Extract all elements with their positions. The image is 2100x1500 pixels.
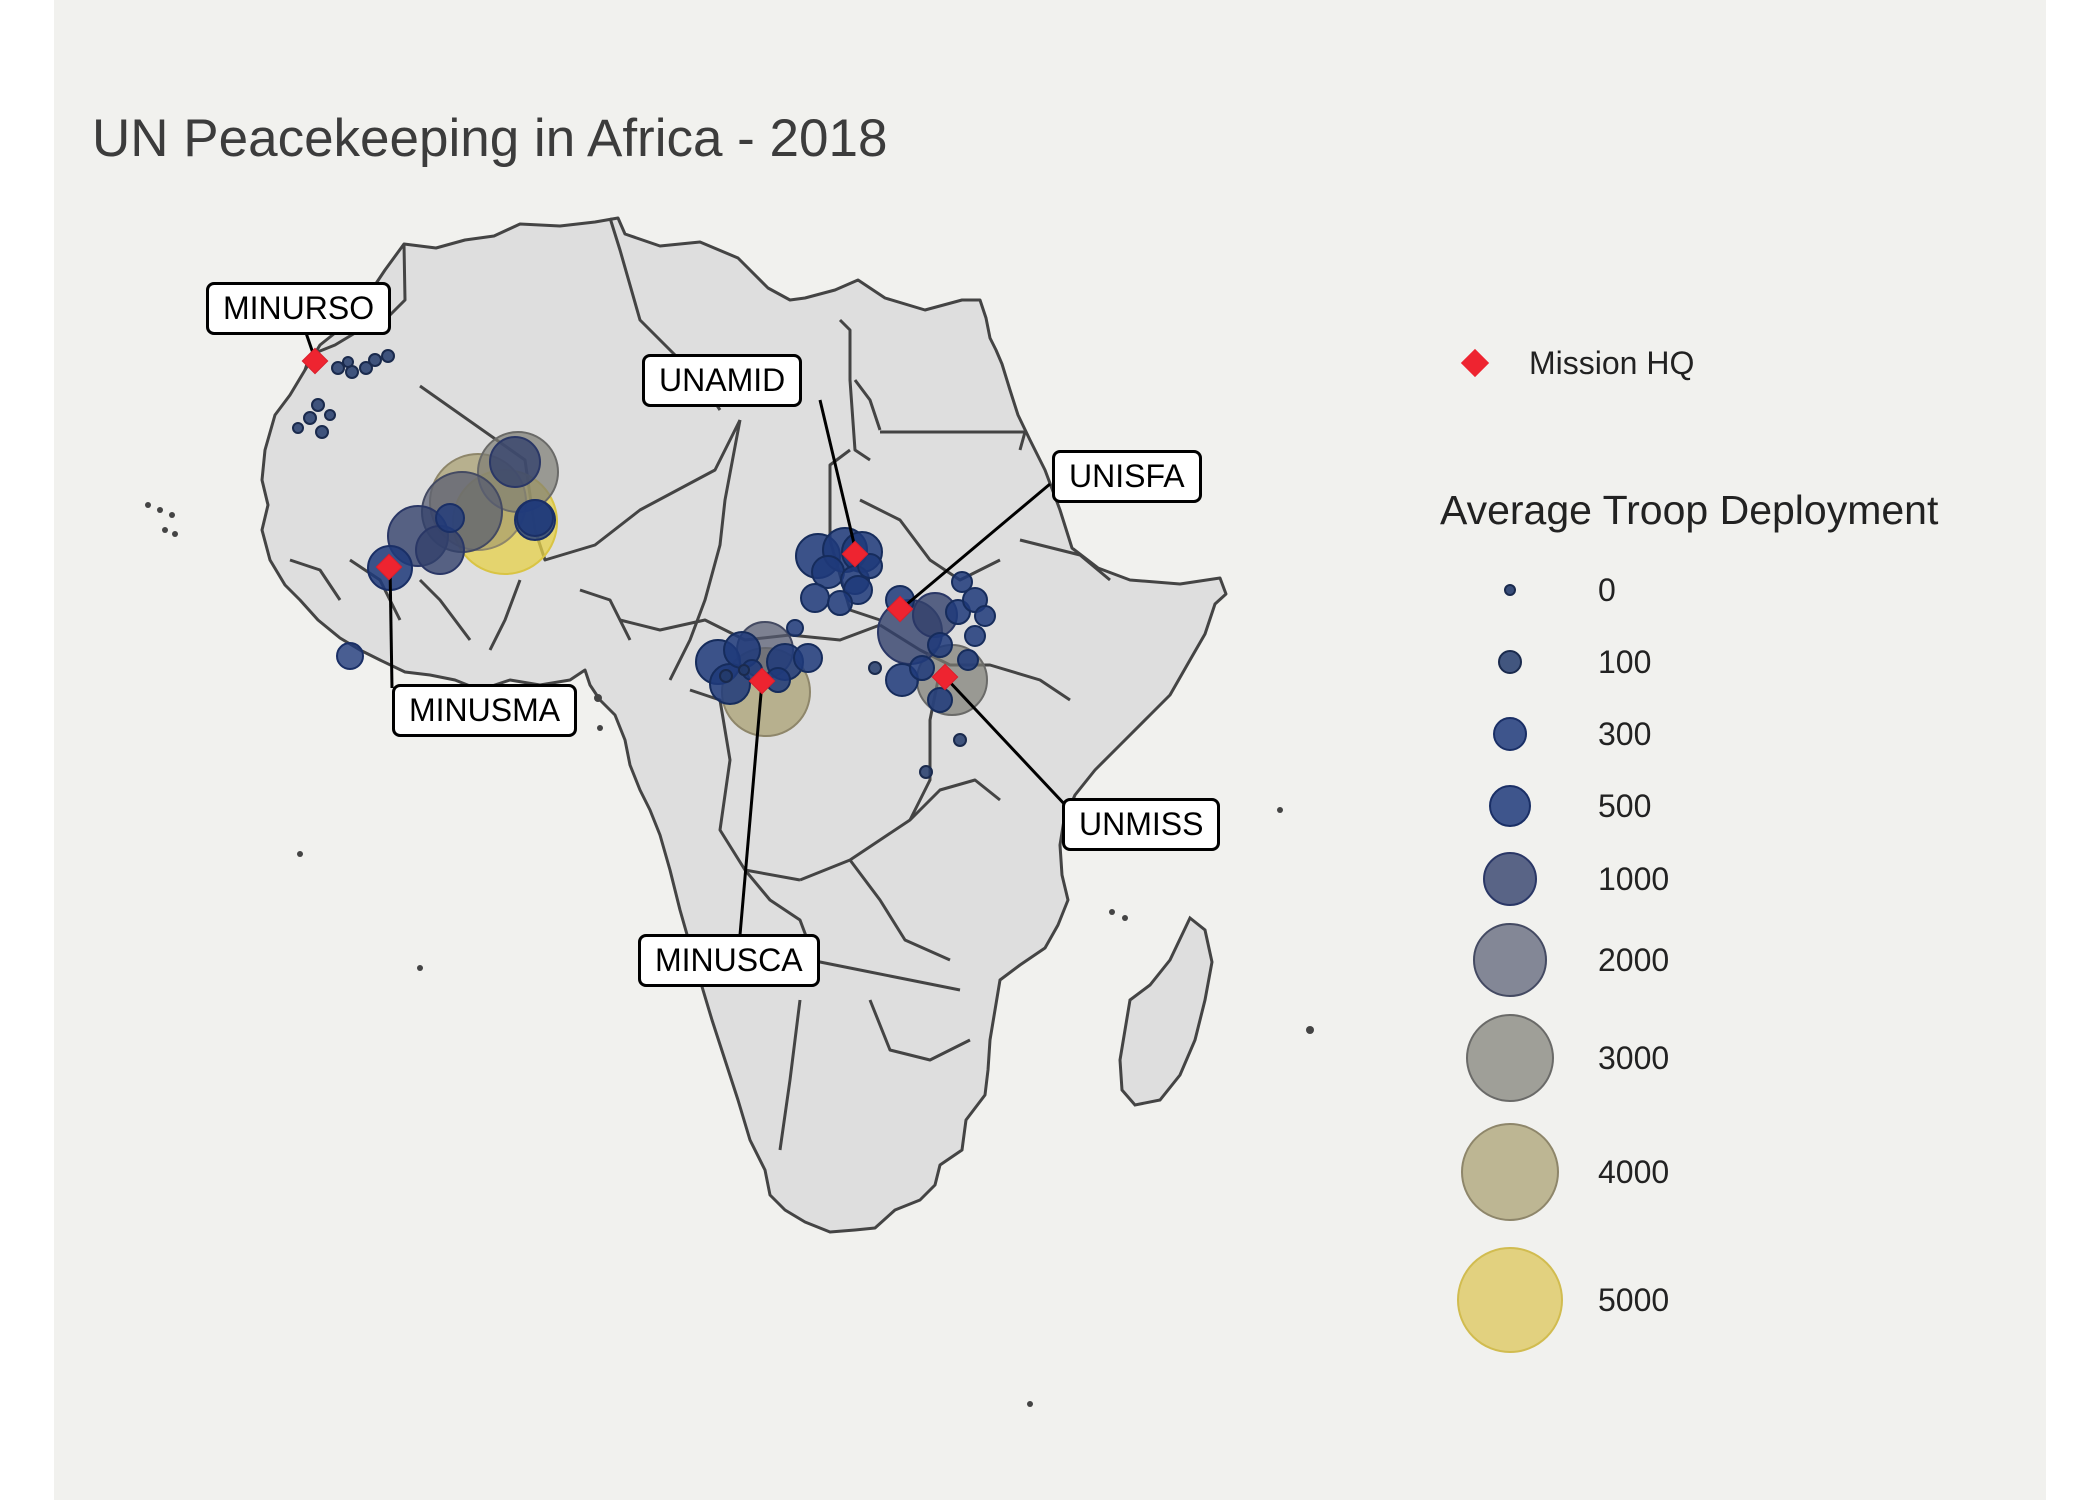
deployment-bubble <box>868 661 882 675</box>
deployment-bubble <box>368 353 382 367</box>
legend-label-5000: 5000 <box>1598 1282 1670 1318</box>
deployment-bubble <box>303 411 317 425</box>
deployment-bubble <box>336 642 364 670</box>
deployment-bubbles <box>292 349 996 779</box>
deployment-bubble <box>292 422 304 434</box>
legend-size-symbols <box>1457 584 1563 1353</box>
map-title: UN Peacekeeping in Africa - 2018 <box>92 109 888 168</box>
legend-hq-label: Mission HQ <box>1529 344 1695 381</box>
mission-hq-marker <box>931 663 959 691</box>
mission-label-unamid: UNAMID <box>642 354 803 407</box>
legend-label-4000: 4000 <box>1598 1154 1670 1190</box>
mission-label-minusma: MINUSMA <box>392 684 578 737</box>
legend-label-300: 300 <box>1598 716 1652 752</box>
legend-label-500: 500 <box>1598 788 1652 824</box>
deployment-bubble <box>909 655 935 681</box>
mission-hq-legend-icon <box>1460 348 1490 378</box>
deployment-bubble <box>951 571 973 593</box>
legend-symbol-2000 <box>1473 923 1547 997</box>
deployment-bubble <box>957 649 979 671</box>
deployment-bubble <box>786 619 804 637</box>
legend-title: Average Troop Deployment <box>1440 487 1939 533</box>
deployment-bubble <box>827 590 853 616</box>
deployment-bubble <box>857 553 883 579</box>
legend-symbol-1000 <box>1483 852 1537 906</box>
mission-hq-marker <box>375 553 403 581</box>
mission-hq-marker <box>301 347 329 375</box>
deployment-bubble <box>927 632 953 658</box>
legend-label-2000: 2000 <box>1598 942 1670 978</box>
deployment-bubble <box>516 499 554 537</box>
deployment-bubble <box>974 605 996 627</box>
legend-symbol-300 <box>1493 717 1527 751</box>
mission-hq-markers <box>301 347 959 695</box>
legend-mission-hq: Mission HQ <box>1455 341 1694 385</box>
deployment-bubble <box>800 583 830 613</box>
label-leader-lines <box>303 329 1070 936</box>
deployment-bubble <box>342 356 354 368</box>
deployment-bubble <box>311 398 325 412</box>
mission-hq-marker <box>748 667 776 695</box>
legend-symbol-100 <box>1498 650 1522 674</box>
deployment-bubble <box>927 687 953 713</box>
deployment-bubble <box>381 349 395 363</box>
deployment-bubble <box>415 525 465 575</box>
deployment-bubble <box>435 503 465 533</box>
legend-label-1000: 1000 <box>1598 861 1670 897</box>
deployment-bubble <box>964 625 986 647</box>
legend-label-0: 0 <box>1598 572 1616 608</box>
deployment-bubble <box>738 664 750 676</box>
legend-label-100: 100 <box>1598 644 1652 680</box>
legend-symbol-500 <box>1489 785 1531 827</box>
deployment-bubble <box>953 733 967 747</box>
deployment-bubble <box>324 409 336 421</box>
deployment-bubble <box>315 425 329 439</box>
legend-symbol-0 <box>1504 584 1516 596</box>
deployment-bubble <box>359 361 373 375</box>
mission-hq-marker <box>841 540 869 568</box>
legend-label-3000: 3000 <box>1598 1040 1670 1076</box>
deployment-bubble <box>719 669 733 683</box>
mission-label-minusca: MINUSCA <box>638 934 820 987</box>
mission-label-unmiss: UNMISS <box>1062 798 1221 851</box>
deployment-bubble <box>489 436 541 488</box>
legend-symbol-5000 <box>1457 1247 1563 1353</box>
deployment-bubble <box>919 765 933 779</box>
deployment-bubble <box>331 361 345 375</box>
mission-label-unisfa: UNISFA <box>1052 450 1202 503</box>
mission-hq-marker <box>886 595 914 623</box>
mission-label-minurso: MINURSO <box>206 282 392 335</box>
madagascar <box>1118 915 1214 1107</box>
islands <box>145 502 1314 1407</box>
legend-symbol-3000 <box>1466 1014 1554 1102</box>
deployment-bubble <box>793 643 823 673</box>
legend-symbol-4000 <box>1461 1123 1559 1221</box>
